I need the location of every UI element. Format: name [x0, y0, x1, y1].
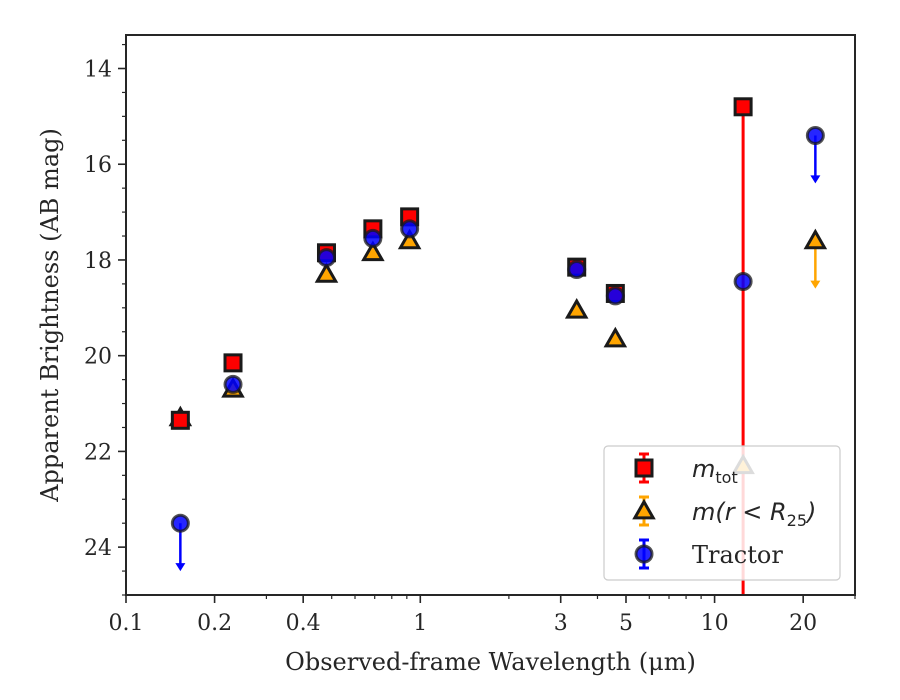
data-point-circle — [223, 374, 243, 394]
y-tick-label: 18 — [84, 249, 112, 274]
data-point-triangle — [361, 240, 385, 262]
upper-limit-arrowhead — [810, 175, 821, 184]
x-tick-label: 1 — [413, 611, 427, 636]
plot-marks — [168, 97, 828, 595]
y-axis: 14 16 18 20 22 24 — [84, 43, 126, 596]
y-tick-label: 20 — [84, 345, 112, 370]
data-point-circle — [363, 228, 383, 248]
x-axis-label: Observed-frame Wavelength (μm) — [285, 648, 696, 676]
axes-frame — [125, 34, 856, 596]
x-tick-label: 20 — [789, 611, 817, 636]
y-tick-label: 14 — [84, 58, 112, 83]
data-point-triangle — [603, 326, 628, 348]
x-tick-label: 0.4 — [286, 611, 321, 636]
legend-label: Tractor — [692, 541, 783, 569]
data-point-triangle — [314, 262, 339, 283]
x-tick-label: 0.2 — [197, 611, 232, 636]
x-tick-label: 0.1 — [109, 611, 144, 636]
data-point-square — [223, 353, 243, 373]
data-point-triangle — [803, 228, 828, 250]
legend-box — [603, 445, 841, 581]
upper-limit-arrowhead — [810, 280, 821, 289]
data-point-circle — [316, 248, 336, 268]
y-axis-label: Apparent Brightness (AB mag) — [36, 128, 64, 503]
data-point-circle — [567, 260, 587, 280]
y-tick-label: 22 — [84, 440, 112, 465]
data-point-square — [170, 410, 190, 430]
data-point-triangle — [397, 228, 422, 250]
legend-marker-circle — [634, 544, 654, 564]
x-tick-label: 10 — [701, 611, 729, 636]
legend: mtot m(r < R25) Tractor — [603, 445, 841, 581]
y-tick-label: 24 — [84, 536, 112, 561]
data-point-triangle — [564, 297, 589, 319]
data-point-circle — [170, 513, 190, 533]
legend-marker-triangle — [632, 498, 656, 520]
data-point-circle — [733, 271, 753, 291]
plot-area — [168, 97, 828, 595]
x-tick-label: 3 — [554, 611, 568, 636]
legend-label: m(r < R25) — [692, 498, 816, 530]
data-point-circle — [805, 126, 825, 146]
upper-limit-arrowhead — [175, 563, 186, 572]
y-tick-label: 16 — [84, 153, 112, 178]
x-tick-label: 5 — [619, 611, 633, 636]
data-point-square — [733, 97, 753, 117]
legend-label: mtot — [692, 455, 738, 487]
legend-marker-square — [634, 458, 654, 478]
data-point-circle — [605, 286, 625, 306]
data-point-circle — [400, 219, 420, 239]
x-axis: 0.1 0.2 0.4 1 3 5 10 20 — [109, 595, 856, 636]
